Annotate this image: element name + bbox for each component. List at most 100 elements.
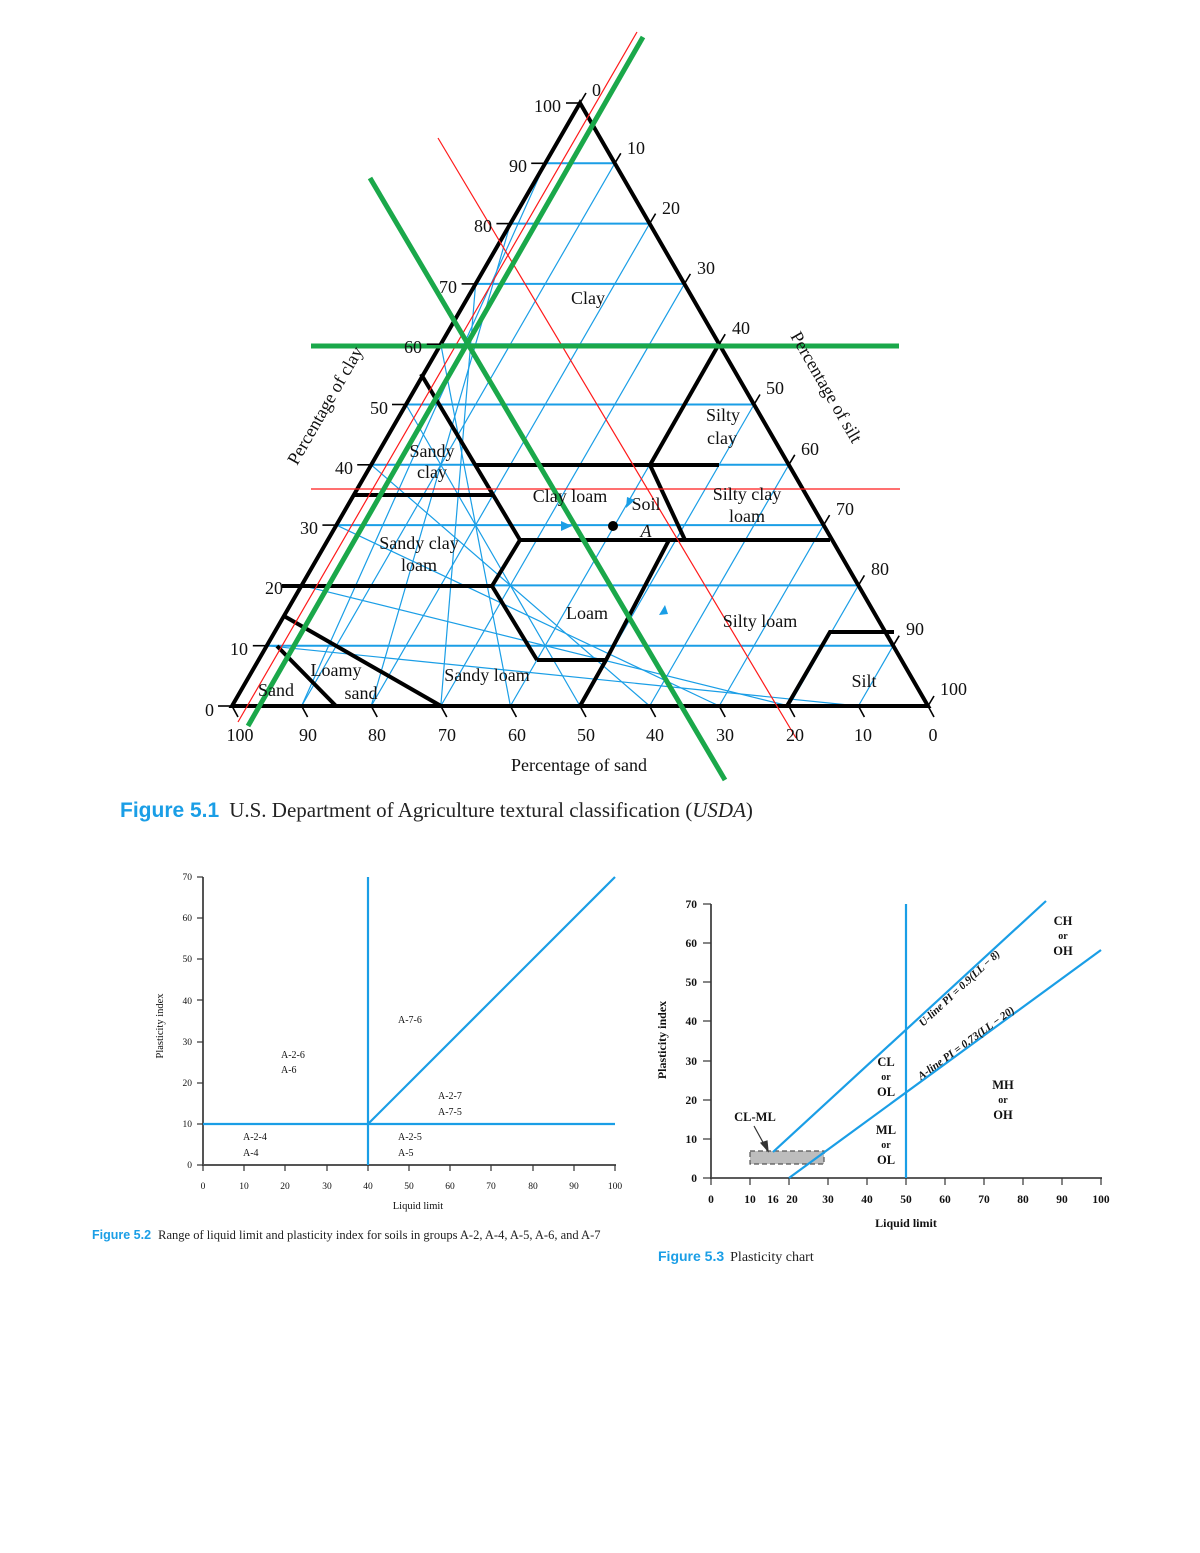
svg-text:100: 100 bbox=[227, 725, 254, 745]
svg-text:60: 60 bbox=[445, 1182, 455, 1192]
svg-text:CL: CL bbox=[877, 1055, 894, 1069]
svg-text:100: 100 bbox=[940, 679, 967, 699]
svg-text:90: 90 bbox=[906, 619, 924, 639]
svg-text:30: 30 bbox=[686, 1056, 698, 1068]
fig53-xlabel: Liquid limit bbox=[875, 1216, 937, 1230]
svg-text:90: 90 bbox=[1056, 1194, 1068, 1206]
svg-text:80: 80 bbox=[1017, 1194, 1029, 1206]
sand-axis-title: Percentage of sand bbox=[511, 755, 647, 775]
svg-text:0: 0 bbox=[205, 700, 214, 720]
grid-line bbox=[614, 152, 622, 164]
svg-text:40: 40 bbox=[861, 1194, 873, 1206]
cl-ml-arrow bbox=[753, 1125, 769, 1153]
svg-text:CL-ML: CL-ML bbox=[734, 1110, 776, 1124]
svg-text:80: 80 bbox=[528, 1182, 538, 1192]
svg-text:A-5: A-5 bbox=[398, 1148, 414, 1159]
svg-text:A-7-5: A-7-5 bbox=[438, 1107, 462, 1118]
svg-text:30: 30 bbox=[183, 1038, 193, 1048]
svg-text:30: 30 bbox=[716, 725, 734, 745]
reading-arrows bbox=[561, 497, 668, 615]
svg-text:A-7-6: A-7-6 bbox=[398, 1015, 422, 1026]
svg-text:Sand: Sand bbox=[258, 680, 294, 700]
caption-italic: USDA bbox=[692, 798, 746, 822]
svg-text:50: 50 bbox=[766, 378, 784, 398]
ternary-grid bbox=[266, 163, 894, 707]
figure-5-2-caption: Figure 5.2 Range of liquid limit and pla… bbox=[92, 1228, 652, 1242]
svg-text:A-2-4: A-2-4 bbox=[243, 1132, 267, 1143]
svg-text:loam: loam bbox=[401, 555, 437, 575]
svg-text:20: 20 bbox=[265, 578, 283, 598]
svg-text:Loam: Loam bbox=[566, 603, 608, 623]
svg-text:Soil: Soil bbox=[631, 494, 660, 514]
svg-text:50: 50 bbox=[577, 725, 595, 745]
svg-text:30: 30 bbox=[322, 1182, 332, 1192]
svg-text:20: 20 bbox=[280, 1182, 290, 1192]
grid-line bbox=[718, 524, 825, 707]
svg-text:clay: clay bbox=[707, 428, 737, 448]
svg-text:or: or bbox=[881, 1072, 891, 1083]
svg-text:Loamy: Loamy bbox=[311, 660, 362, 680]
svg-text:30: 30 bbox=[697, 258, 715, 278]
usda-ternary-chart: 0 10 20 30 40 50 60 70 80 90 100 0 10 20… bbox=[205, 31, 967, 782]
grid-line bbox=[231, 705, 239, 718]
svg-text:20: 20 bbox=[786, 1194, 798, 1206]
svg-text:MH: MH bbox=[992, 1078, 1014, 1092]
grid-line bbox=[266, 645, 859, 707]
svg-text:70: 70 bbox=[486, 1182, 496, 1192]
svg-text:20: 20 bbox=[183, 1079, 193, 1089]
svg-text:A-2-5: A-2-5 bbox=[398, 1132, 422, 1143]
fig52-ytick-labels: 0 10 20 30 40 50 60 70 bbox=[183, 873, 193, 1171]
svg-text:60: 60 bbox=[508, 725, 526, 745]
svg-text:60: 60 bbox=[801, 439, 819, 459]
fig53-lines bbox=[772, 900, 1102, 1179]
svg-text:10: 10 bbox=[239, 1182, 249, 1192]
svg-text:OL: OL bbox=[877, 1153, 895, 1167]
svg-text:CH: CH bbox=[1054, 914, 1073, 928]
right-tick-labels: 0 10 20 30 40 50 60 70 80 90 100 bbox=[592, 80, 967, 699]
cl-ml-shaded-zone bbox=[749, 1150, 825, 1165]
svg-text:10: 10 bbox=[627, 138, 645, 158]
figure-number: Figure 5.2 bbox=[92, 1228, 152, 1242]
u-line-label: U-line PI = 0.9(LL − 8) bbox=[917, 948, 1003, 1029]
soil-a-point bbox=[608, 521, 618, 531]
grid-line bbox=[579, 705, 587, 718]
svg-text:A-2-7: A-2-7 bbox=[438, 1091, 462, 1102]
fig52-xlabel: Liquid limit bbox=[393, 1201, 444, 1212]
svg-text:OH: OH bbox=[1053, 944, 1073, 958]
grid-line bbox=[440, 705, 448, 718]
svg-text:50: 50 bbox=[183, 955, 193, 965]
svg-text:80: 80 bbox=[474, 216, 492, 236]
svg-text:70: 70 bbox=[183, 873, 193, 883]
a-line-label: A-line PI = 0.73(LL − 20) bbox=[915, 1004, 1017, 1083]
grid-line bbox=[788, 705, 796, 718]
svg-text:or: or bbox=[998, 1095, 1008, 1106]
fig52-ylabel: Plasticity index bbox=[155, 993, 166, 1059]
svg-text:OL: OL bbox=[877, 1085, 895, 1099]
svg-text:40: 40 bbox=[183, 997, 193, 1007]
region-labels: Clay Silty clay Sandy clay Clay loam Soi… bbox=[258, 288, 877, 703]
svg-text:70: 70 bbox=[978, 1194, 990, 1206]
fig52-ticks bbox=[197, 876, 616, 1171]
svg-text:60: 60 bbox=[404, 337, 422, 357]
svg-text:100: 100 bbox=[534, 96, 561, 116]
grid-line bbox=[788, 454, 796, 466]
svg-text:60: 60 bbox=[939, 1194, 951, 1206]
svg-text:20: 20 bbox=[786, 725, 804, 745]
grid-line bbox=[718, 333, 726, 345]
svg-text:10: 10 bbox=[854, 725, 872, 745]
fig52-xtick-labels: 0 10 20 30 40 50 60 70 80 90 100 bbox=[201, 1182, 623, 1192]
grid-line bbox=[927, 705, 935, 718]
svg-text:20: 20 bbox=[686, 1095, 698, 1107]
svg-text:80: 80 bbox=[871, 559, 889, 579]
svg-text:or: or bbox=[881, 1140, 891, 1151]
svg-text:60: 60 bbox=[183, 914, 193, 924]
figure-5-3-caption: Figure 5.3 Plasticity chart bbox=[658, 1248, 814, 1266]
svg-text:50: 50 bbox=[900, 1194, 912, 1206]
grid-line bbox=[370, 705, 378, 718]
caption-text: Range of liquid limit and plasticity ind… bbox=[158, 1228, 601, 1242]
bottom-tick-labels: 100 90 80 70 60 50 40 30 20 10 0 bbox=[227, 725, 938, 745]
svg-text:70: 70 bbox=[439, 277, 457, 297]
grid-line bbox=[440, 283, 685, 707]
svg-text:0: 0 bbox=[201, 1182, 206, 1192]
svg-text:70: 70 bbox=[836, 499, 854, 519]
